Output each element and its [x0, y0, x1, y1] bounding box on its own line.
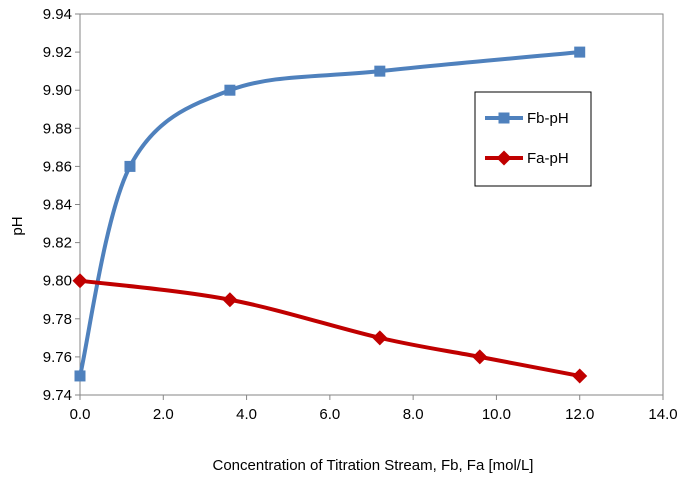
legend-item-fb-ph[interactable]: Fb-pH — [485, 110, 569, 127]
y-tick-label: 9.86 — [43, 158, 72, 175]
data-point-fa-ph — [372, 330, 388, 346]
x-axis: 0.0 2.0 4.0 6.0 8.0 10.0 12.0 14.0 — [70, 395, 678, 423]
data-point-fb-ph — [224, 84, 236, 96]
x-tick-label: 4.0 — [236, 406, 257, 423]
x-tick-label: 8.0 — [403, 406, 424, 423]
data-point-fa-ph — [222, 292, 238, 308]
x-tick-label: 12.0 — [565, 406, 594, 423]
x-axis-title: Concentration of Titration Stream, Fb, F… — [213, 457, 534, 474]
y-tick-label: 9.76 — [43, 349, 72, 366]
y-tick-label: 9.92 — [43, 44, 72, 61]
data-point-fb-ph — [124, 160, 136, 172]
y-tick-label: 9.82 — [43, 235, 72, 252]
data-point-fb-ph — [374, 65, 386, 77]
data-point-fa-ph — [572, 368, 588, 384]
x-tick-label: 14.0 — [648, 406, 677, 423]
series-layer — [72, 46, 588, 384]
y-tick-label: 9.88 — [43, 120, 72, 137]
x-tick-label: 2.0 — [153, 406, 174, 423]
y-axis: 9.74 9.76 9.78 9.80 9.82 9.84 9.86 9.88 9.90 9.92… — [43, 6, 80, 404]
legend-label: Fa-pH — [527, 150, 569, 167]
data-point-fa-ph — [472, 349, 488, 365]
y-tick-label: 9.74 — [43, 387, 72, 404]
y-tick-label: 9.84 — [43, 197, 72, 214]
y-tick-label: 9.94 — [43, 6, 72, 23]
series-line-fa-ph — [79, 278, 581, 378]
legend-box — [474, 91, 592, 187]
y-tick-label: 9.90 — [43, 82, 72, 99]
data-point-fa-ph — [72, 273, 88, 289]
x-tick-label: 6.0 — [319, 406, 340, 423]
x-tick-label: 0.0 — [70, 406, 91, 423]
y-tick-label: 9.78 — [43, 311, 72, 328]
y-axis-title: pH — [9, 216, 26, 235]
series-fa-ph — [72, 273, 588, 384]
legend-label: Fb-pH — [527, 110, 569, 127]
legend-item-fa-ph[interactable]: Fa-pH — [485, 150, 569, 167]
data-point-fb-ph — [74, 370, 86, 382]
y-tick-label: 9.80 — [43, 273, 72, 290]
legend-swatch-marker — [498, 112, 510, 124]
data-point-fb-ph — [574, 46, 586, 58]
series-fb-ph — [74, 46, 586, 382]
legend-swatch-marker — [496, 150, 512, 166]
x-tick-label: 10.0 — [482, 406, 511, 423]
legend[interactable]: Fb-pH Fa-pH — [474, 91, 592, 187]
